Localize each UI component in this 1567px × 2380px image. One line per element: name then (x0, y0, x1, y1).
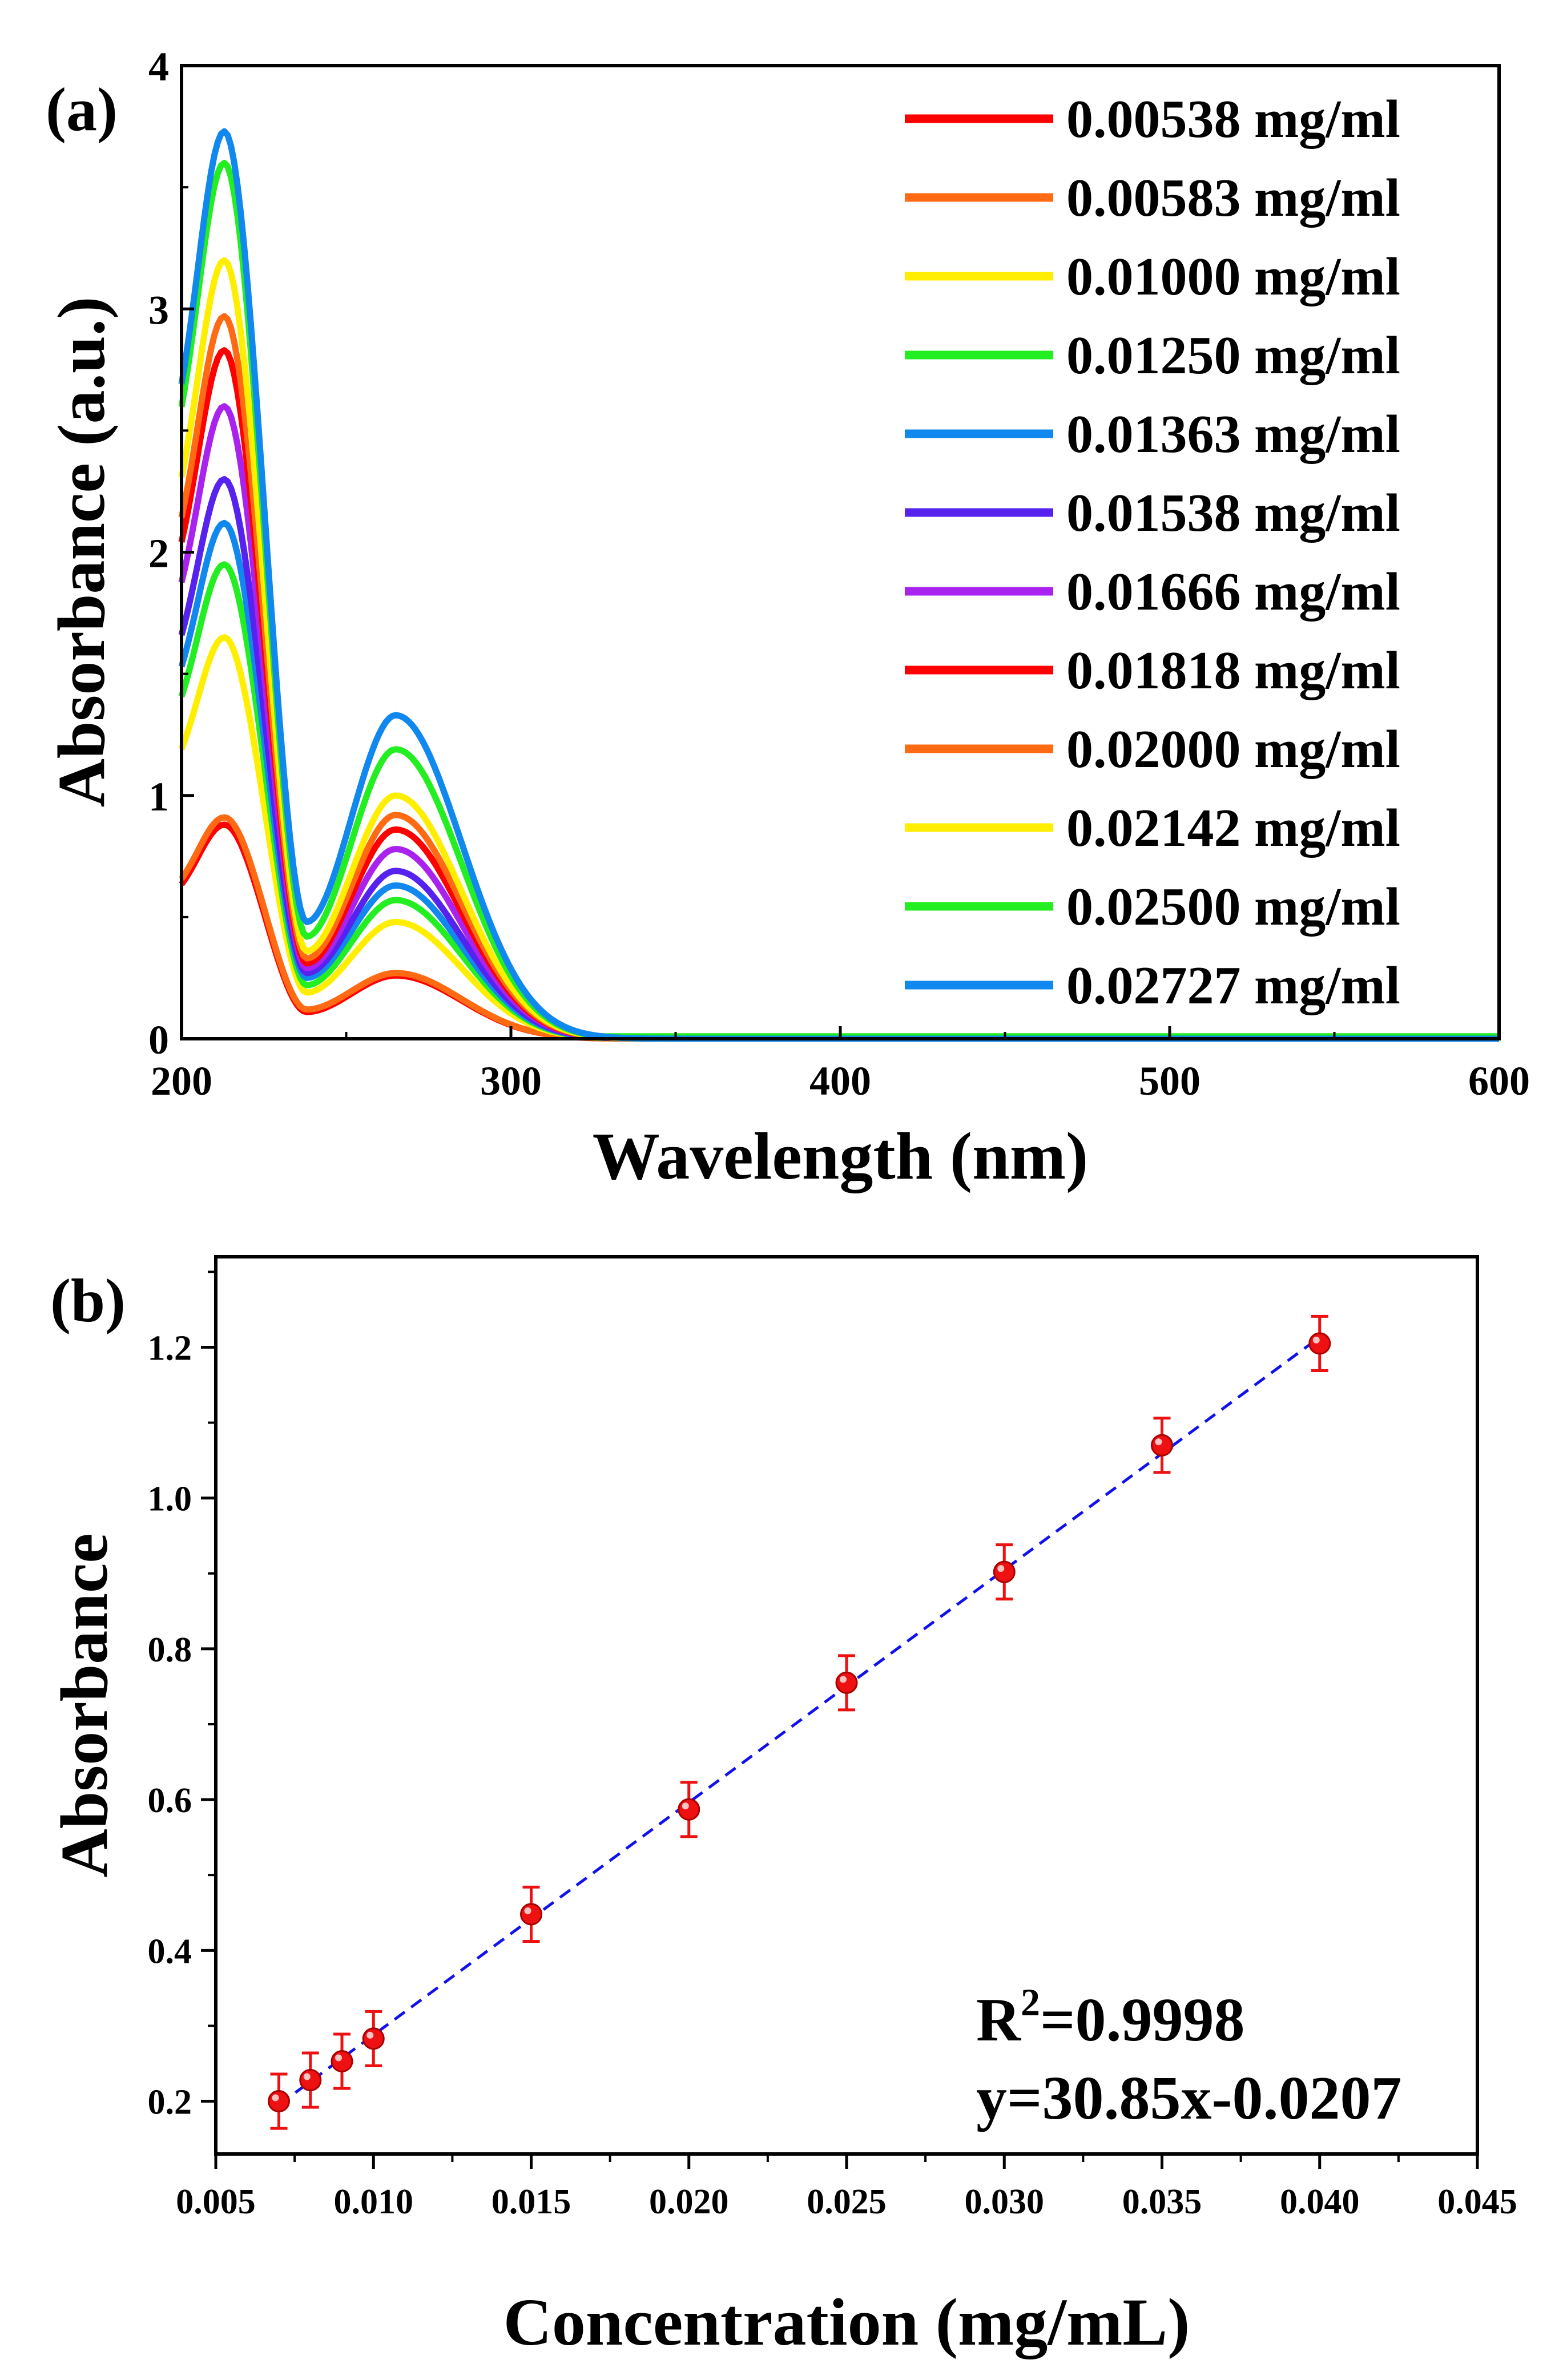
legend-label: 0.02727 mg/ml (1066, 956, 1400, 1015)
scatter-marker (268, 2090, 290, 2113)
legend: 0.00538 mg/ml 0.00583 mg/ml 0.01000 mg/ml 0… (905, 90, 1400, 1015)
x-tick-label-b: 0.020 (649, 2183, 729, 2221)
x-tick-label-b: 0.030 (965, 2183, 1045, 2221)
y-tick-label-b: 0.6 (148, 1781, 192, 1820)
legend-label: 0.01363 mg/ml (1066, 405, 1400, 464)
marker-highlight (303, 2073, 311, 2080)
x-axis-label-b: Concentration (mg/mL) (503, 2285, 1190, 2359)
data-point-4 (362, 2010, 385, 2067)
legend-label: 0.02142 mg/ml (1066, 798, 1400, 858)
scatter-marker (678, 1798, 700, 1821)
scatter-marker (331, 2050, 353, 2073)
data-points (268, 1314, 1331, 2130)
fit-equation-annotation: y=30.85x-0.0207 (976, 2064, 1402, 2132)
y-tick-label-b: 0.2 (148, 2083, 192, 2122)
marker-highlight (1155, 1438, 1162, 1446)
data-point-7 (835, 1654, 858, 1712)
marker-highlight (997, 1565, 1005, 1572)
y-tick-label-b: 1.2 (148, 1329, 192, 1368)
marker-highlight (272, 2094, 279, 2101)
panel-label-b: (b) (50, 1267, 126, 1335)
axis-ticks-b: 0.005 0.010 0.015 0.020 0.025 0.030 0.035 0.040… (148, 1270, 1517, 2221)
scatter-marker (993, 1560, 1016, 1583)
legend-label: 0.00538 mg/ml (1066, 90, 1400, 149)
y-tick-label-a: 3 (148, 287, 169, 333)
scatter-marker (299, 2069, 322, 2092)
linear-fit-line (278, 1336, 1321, 2106)
legend-label: 0.00583 mg/ml (1066, 168, 1400, 228)
x-tick-label-a: 300 (480, 1058, 542, 1104)
data-point-9 (1151, 1417, 1173, 1474)
x-tick-label-b: 0.040 (1280, 2183, 1360, 2221)
legend-label: 0.01250 mg/ml (1066, 326, 1400, 385)
data-point-5 (520, 1885, 542, 1943)
data-point-3 (331, 2032, 353, 2090)
r-squared-annotation: R2=0.9998 (976, 1980, 1245, 2054)
y-tick-label-a: 0 (148, 1017, 169, 1063)
legend-label: 0.01000 mg/ml (1066, 247, 1400, 306)
marker-highlight (840, 1676, 847, 1683)
data-point-2 (299, 2051, 322, 2109)
scatter-marker (520, 1903, 542, 1926)
y-tick-label-a: 2 (148, 531, 169, 576)
data-point-1 (268, 2072, 290, 2130)
fit-line-group (278, 1336, 1321, 2106)
y-tick-label-b: 0.8 (148, 1631, 192, 1669)
scatter-marker (1308, 1332, 1331, 1355)
legend-label: 0.02500 mg/ml (1066, 877, 1400, 937)
x-tick-label-b: 0.025 (807, 2183, 887, 2221)
x-tick-label-b: 0.045 (1437, 2183, 1517, 2221)
legend-label: 0.01666 mg/ml (1066, 562, 1400, 622)
y-tick-label-a: 1 (148, 774, 169, 820)
y-tick-label-a: 4 (148, 44, 169, 90)
panel-label-a: (a) (46, 76, 118, 144)
x-tick-label-a: 200 (151, 1058, 212, 1104)
marker-highlight (366, 2031, 374, 2039)
legend-label: 0.01818 mg/ml (1066, 641, 1400, 700)
x-tick-label-a: 400 (809, 1058, 871, 1104)
x-tick-label-b: 0.010 (334, 2183, 414, 2221)
y-tick-label-b: 0.4 (148, 1932, 192, 1971)
x-tick-label-b: 0.005 (176, 2183, 256, 2221)
marker-highlight (335, 2054, 342, 2062)
absorbance-spectra-panel: 200 300 400 500 600 0 1 2 3 4 0.00538 mg/ml 0.0058… (44, 44, 1530, 1193)
x-tick-label-a: 500 (1139, 1058, 1201, 1104)
calibration-curve-panel: 0.005 0.010 0.015 0.020 0.025 0.030 0.035 0.040… (47, 1255, 1517, 2359)
legend-label: 0.02000 mg/ml (1066, 720, 1400, 779)
marker-highlight (524, 1907, 531, 1914)
scatter-marker (362, 2027, 385, 2050)
y-tick-label-b: 1.0 (148, 1480, 192, 1519)
data-point-8 (993, 1543, 1016, 1601)
x-axis-label-a: Wavelength (nm) (593, 1119, 1089, 1193)
marker-highlight (682, 1802, 689, 1810)
x-tick-label-a: 600 (1468, 1058, 1530, 1104)
data-point-10 (1308, 1314, 1331, 1372)
y-axis-label-b: Absorbance (47, 1533, 122, 1877)
x-tick-label-b: 0.015 (492, 2183, 571, 2221)
scatter-marker (835, 1671, 858, 1694)
x-tick-label-b: 0.035 (1122, 2183, 1202, 2221)
axis-ticks-a: 200 300 400 500 600 0 1 2 3 4 (148, 44, 1530, 1104)
y-axis-label-a: Absorbance (a.u.) (44, 297, 119, 808)
legend-label: 0.01538 mg/ml (1066, 483, 1400, 543)
data-point-6 (678, 1781, 700, 1838)
marker-highlight (1312, 1336, 1320, 1344)
scatter-marker (1151, 1434, 1173, 1457)
